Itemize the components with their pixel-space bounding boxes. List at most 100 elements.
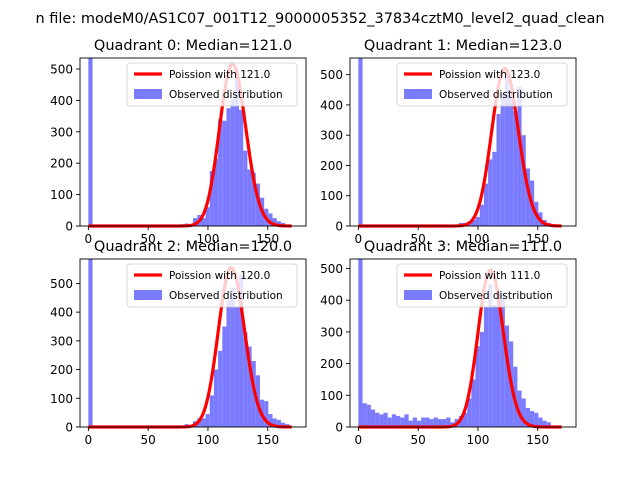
histogram-bar [201, 218, 206, 226]
histogram-bar [213, 369, 219, 427]
quadrant-3-panel: 0 50 100 150 0 100 200 300 400 500 Quadrant 3: Med… [320, 239, 577, 447]
histogram-bar [234, 68, 240, 227]
x-tick-label: 150 [526, 433, 549, 447]
y-tick-label: 0 [65, 220, 73, 234]
legend: Poission with 121.0 Observed distribution [126, 62, 298, 107]
histogram-bar [521, 398, 526, 427]
histogram-bar [492, 151, 497, 226]
y-tick-label: 0 [65, 421, 73, 435]
histogram-bar [483, 183, 489, 226]
legend-observed-swatch [404, 290, 432, 300]
histogram-bar [475, 346, 480, 427]
panel-title: Quadrant 0: Median=121.0 [94, 38, 292, 54]
x-tick-label: 50 [411, 433, 426, 447]
x-tick-label: 0 [355, 232, 363, 246]
legend-box [396, 263, 568, 308]
histogram-bar [88, 58, 93, 226]
y-tick-label: 400 [50, 306, 73, 320]
legend-poisson-label: Poission with 121.0 [169, 69, 270, 81]
panel-title: Quadrant 2: Median=120.0 [94, 239, 292, 255]
histogram-bar [446, 417, 451, 427]
histogram-bar [463, 412, 468, 427]
histogram-bar [534, 412, 539, 427]
histogram-bar [218, 119, 223, 226]
histogram-bar [542, 420, 547, 427]
histogram-bar [280, 422, 286, 427]
axes-frame [79, 57, 307, 227]
histogram-bar [408, 420, 413, 427]
histogram-bar [239, 274, 244, 427]
y-tick-label: 300 [50, 334, 73, 348]
histogram-bar [383, 412, 388, 427]
histogram-bar [209, 395, 214, 427]
legend: Poission with 120.0 Observed distribution [126, 263, 298, 308]
histogram-bar [412, 417, 417, 427]
x-tick-label: 100 [466, 232, 489, 246]
y-tick-label: 100 [50, 392, 73, 406]
panel-title: Quadrant 1: Median=123.0 [364, 38, 562, 54]
histogram-bar [218, 350, 223, 427]
quadrant-2-panel: 0 50 100 150 0 100 200 300 400 500 Quadrant 2: Med… [50, 239, 307, 447]
histogram-bar [379, 414, 384, 427]
quadrant-0-panel: 0 50 100 150 0 100 200 300 400 500 Quadrant 0: Med… [50, 38, 307, 246]
histogram-bar [230, 98, 235, 226]
quadrant-1-panel: 0 50 100 150 0 100 200 300 400 500 Quadrant 1: Med… [320, 38, 577, 246]
x-tick-label: 100 [196, 433, 219, 447]
y-tick-label: 500 [320, 68, 343, 82]
legend-observed-swatch [404, 89, 432, 99]
x-tick-label: 100 [196, 232, 219, 246]
histogram-bar [479, 204, 484, 226]
histogram-bar [358, 259, 363, 427]
y-tick-label: 200 [320, 357, 343, 371]
histogram-bar [488, 159, 493, 226]
y-tick-label: 300 [50, 125, 73, 139]
histogram-bar [375, 412, 380, 427]
histogram-bar [471, 379, 476, 427]
y-tick-label: 500 [320, 262, 343, 276]
histogram-bar [230, 287, 235, 427]
legend: Poission with 123.0 Observed distribution [396, 62, 568, 107]
histogram-bar [509, 89, 514, 226]
histogram-bar [500, 92, 505, 226]
histogram-bar [226, 108, 231, 226]
histogram-bar [483, 306, 489, 427]
x-tick-label: 150 [526, 232, 549, 246]
histogram-bar [362, 403, 367, 427]
histogram-bar [525, 407, 530, 427]
legend-box [126, 263, 298, 308]
y-tick-label: 100 [50, 188, 73, 202]
histogram-bar [201, 418, 206, 427]
y-tick-label: 300 [320, 129, 343, 143]
x-tick-label: 150 [256, 232, 279, 246]
histogram-bar [264, 401, 269, 427]
histogram-bar [521, 135, 526, 226]
histogram-bar [496, 114, 501, 226]
y-tick-label: 100 [320, 389, 343, 403]
axes-frame [79, 258, 307, 428]
legend-poisson-label: Poission with 120.0 [169, 270, 270, 282]
histogram-bar [492, 304, 497, 427]
histogram-bar [358, 58, 363, 226]
histogram-bar [416, 420, 422, 427]
legend-observed-label: Observed distribution [169, 290, 283, 302]
histogram-bar [433, 417, 438, 427]
histogram-bar [268, 213, 273, 226]
legend-observed-swatch [134, 89, 162, 99]
histogram-bar [504, 325, 510, 427]
histogram-bar [255, 183, 260, 226]
x-tick-label: 50 [411, 232, 426, 246]
axes-frame [349, 57, 577, 227]
histogram-bar [193, 218, 198, 226]
histogram-bar [366, 404, 371, 427]
histogram-bar [437, 419, 443, 427]
histogram-bar [247, 169, 252, 226]
histogram-bar [538, 417, 543, 427]
histogram-bar [479, 331, 484, 427]
y-tick-label: 500 [50, 62, 73, 76]
y-tick-label: 0 [335, 421, 343, 435]
y-tick-label: 500 [50, 277, 73, 291]
histogram-bar [513, 110, 518, 226]
histogram-bar [488, 284, 493, 427]
histogram-bar [276, 419, 281, 427]
